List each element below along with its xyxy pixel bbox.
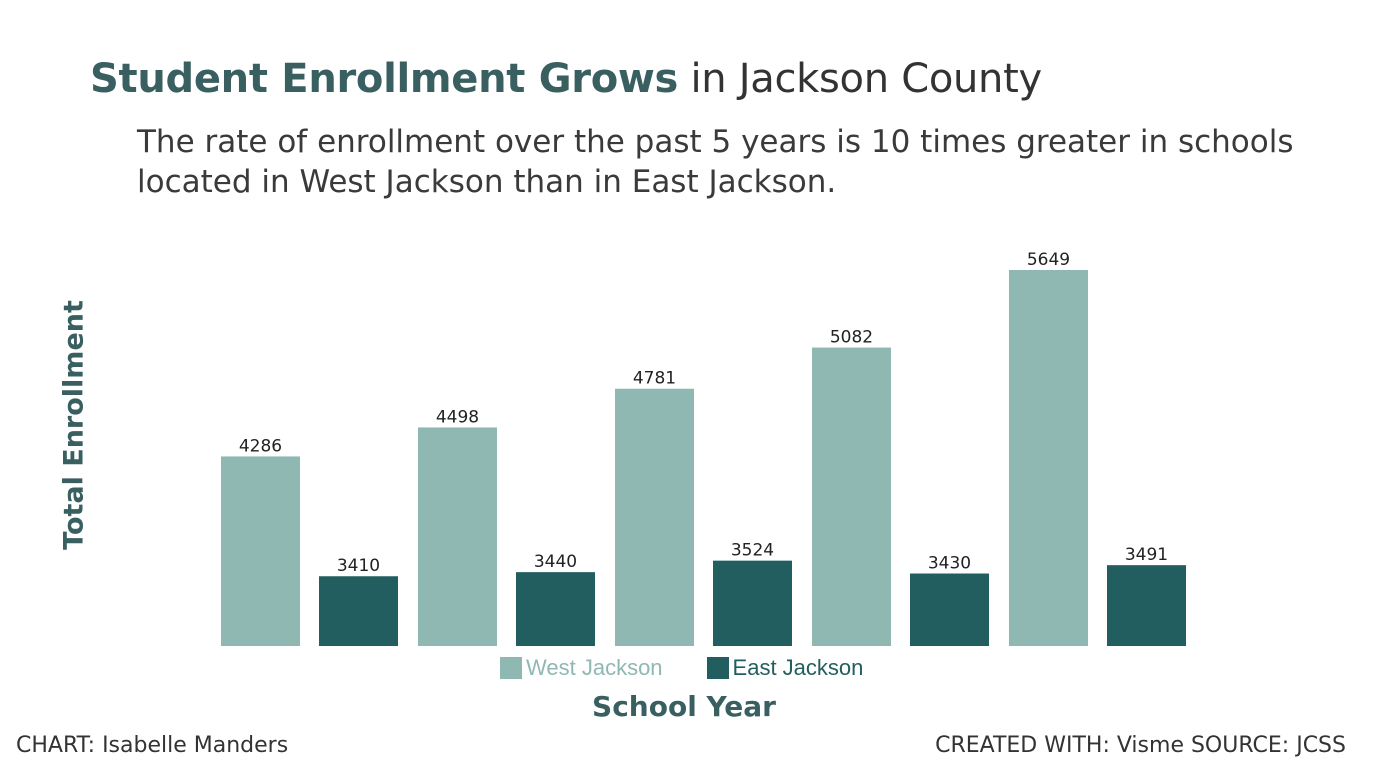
bar-east-2 (516, 572, 595, 646)
legend-swatch-west (500, 657, 522, 679)
chart-credit: CHART: Isabelle Manders (16, 733, 289, 758)
data-label-east-2: 3440 (534, 552, 577, 572)
title-bold: Student Enrollment Grows (90, 56, 679, 102)
legend-item-west: West Jackson (500, 655, 663, 681)
data-label-east-5: 3491 (1125, 545, 1168, 565)
bar-east-1 (319, 576, 398, 646)
title-rest: in Jackson County (678, 56, 1042, 102)
chart-title: Student Enrollment Grows in Jackson Coun… (90, 56, 1042, 102)
bar-west-5 (1009, 270, 1088, 646)
data-label-east-3: 3524 (731, 541, 774, 561)
legend-item-east: East Jackson (706, 655, 864, 681)
data-label-east-1: 3410 (337, 556, 380, 576)
legend-label-west: West Jackson (526, 655, 663, 680)
bar-west-1 (221, 456, 300, 646)
x-axis-label: School Year (592, 690, 776, 723)
bar-east-5 (1107, 565, 1186, 646)
data-label-west-2: 4498 (436, 407, 479, 427)
bar-east-4 (910, 573, 989, 646)
y-axis-label: Total Enrollment (58, 300, 90, 550)
bar-east-3 (713, 560, 792, 646)
bar-west-3 (615, 388, 694, 646)
data-label-east-4: 3430 (928, 554, 971, 574)
chart-subtitle: The rate of enrollment over the past 5 y… (137, 124, 1294, 200)
data-label-west-1: 4286 (239, 436, 282, 456)
bar-west-2 (418, 427, 497, 646)
legend-label-east: East Jackson (732, 655, 864, 680)
legend: West Jackson East Jackson (500, 655, 863, 681)
legend-swatch-east (706, 657, 729, 679)
data-label-west-4: 5082 (830, 328, 873, 348)
chart-source: CREATED WITH: Visme SOURCE: JCSS (935, 733, 1346, 758)
bar-west-4 (812, 347, 891, 646)
data-label-west-3: 4781 (633, 369, 676, 389)
data-label-west-5: 5649 (1027, 250, 1070, 270)
